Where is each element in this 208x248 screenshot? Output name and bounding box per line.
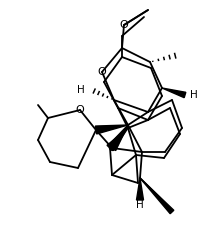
Polygon shape <box>136 178 144 200</box>
Polygon shape <box>107 128 128 151</box>
Text: O: O <box>98 67 106 77</box>
Polygon shape <box>95 125 128 134</box>
Text: H: H <box>136 200 144 210</box>
Text: O: O <box>120 20 128 30</box>
Polygon shape <box>108 125 128 151</box>
Text: H: H <box>190 90 198 100</box>
Polygon shape <box>162 88 186 98</box>
Polygon shape <box>140 178 174 214</box>
Text: O: O <box>108 143 116 153</box>
Text: H: H <box>77 85 85 95</box>
Text: O: O <box>76 105 84 115</box>
